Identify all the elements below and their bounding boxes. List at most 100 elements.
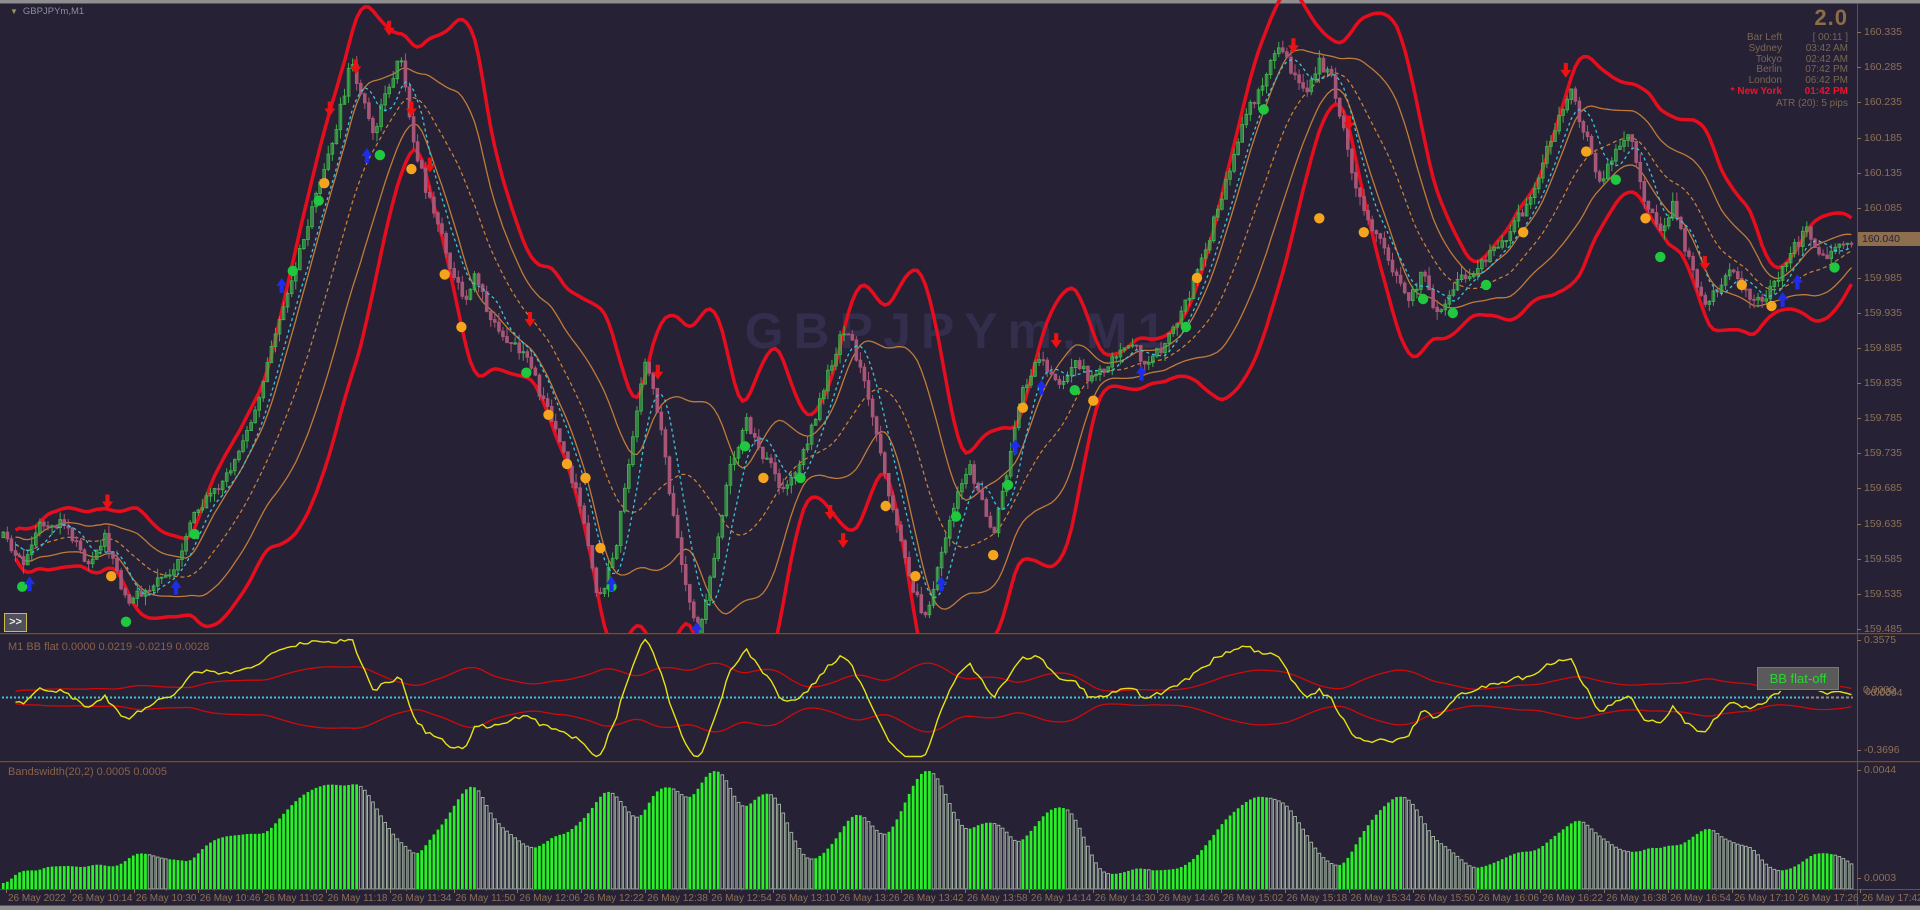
bandwidth-bar [209,842,212,889]
bandwidth-bar [452,805,456,889]
bandwidth-bar [50,866,54,889]
time-minor-tick [437,889,439,891]
bandwidth-bar [692,794,696,889]
bandwidth-bar [58,866,62,889]
bandwidth-bar [639,815,643,889]
bandwidth-bar [627,811,631,889]
symbol-selector[interactable]: ▼ GBPJPYm,M1 [10,6,84,17]
bandwidth-bar [6,881,9,889]
time-minor-tick [1444,889,1446,891]
candle-down [1630,134,1635,143]
candle-down [984,499,989,517]
bandwidth-bar [671,788,676,889]
time-axis-label: 26 May 15:02 [1222,893,1284,904]
bandwidth-bar [253,833,257,889]
time-major-tick [1604,889,1606,893]
time-axis-label: 26 May 13:26 [839,893,900,904]
price-tick-label: 159.635 [1864,517,1902,530]
bandwidth-canvas[interactable] [0,763,1857,889]
time-axis-label: 26 May 12:38 [647,893,708,904]
separator-main-bbflat[interactable] [0,633,1920,634]
bandwidth-bar [343,785,346,889]
bandwidth-bar [22,870,25,889]
bandwidth-bar [1585,824,1590,889]
candle-up [229,470,233,474]
candle-up [935,567,940,590]
candle-down [1301,82,1305,89]
bandwidth-bar [1708,829,1711,889]
bandwidth-bar [534,847,537,889]
separator-bbflat-bandwidth[interactable] [0,761,1920,762]
time-axis-label: 26 May 13:58 [967,893,1028,904]
time-minor-tick [357,889,359,891]
session-time: 07:42 PM [1805,64,1848,76]
candle-up [1130,344,1135,347]
main-chart-canvas[interactable] [0,0,1857,633]
candle-down [1102,368,1106,372]
bandwidth-bar [1533,850,1536,889]
session-time: 06:42 PM [1805,75,1848,87]
bandwidth-bar [99,864,103,889]
time-minor-tick [1812,889,1813,891]
bandwidth-bar [1849,863,1854,889]
candle-down [529,356,534,369]
bandwidth-bar [578,821,582,889]
bandwidth-bar [1589,828,1594,889]
candle-up [1553,130,1557,142]
sell-arrow-icon [405,101,417,117]
bandwidth-bar [42,868,46,889]
candle-up [1557,114,1561,132]
time-major-tick [453,889,455,893]
price-tick-label: 159.485 [1864,622,1902,635]
candle-up [602,587,607,594]
time-minor-tick [1108,889,1110,891]
bandwidth-bar [480,797,485,889]
candle-down [1159,348,1163,354]
bandwidth-bar [395,838,400,889]
price-tick-label: 159.685 [1864,482,1902,495]
bandwidth-bar [736,801,741,889]
collapse-panel-button[interactable]: >> [4,613,27,632]
bb-flat-canvas[interactable] [0,637,1857,761]
price-tick-label: 159.835 [1864,377,1902,390]
candle-down [988,515,993,528]
candle-up [1784,262,1789,267]
bbflat-zero-value: -0.0004 [1867,687,1903,699]
bandwidth-bar [1236,808,1240,889]
bandwidth-bar [846,820,850,889]
time-axis[interactable]: 26 May 2022 26 May 10:14 26 May 10:30 26 Ma… [0,889,1920,910]
candle-up [176,559,180,571]
time-axis-label: 26 May 11:34 [391,893,452,904]
bandwidth-bar [245,834,249,889]
candle-up [1325,68,1330,73]
bandwidth-bar [1480,866,1484,889]
candle-down [1577,100,1582,123]
bandwidth-bar [1772,868,1777,889]
candle-down [655,387,660,413]
price-axis[interactable]: 160.335 160.285 160.235 160.185 160.135 160.0… [1857,0,1920,910]
candle-down [1646,200,1651,210]
bandwidth-bar [809,858,814,889]
bandwidth-bar [358,785,363,889]
price-tick-label: 159.535 [1864,587,1902,600]
bandwidth-bar [1004,831,1009,889]
candle-down [1041,359,1046,362]
candle-up [1496,246,1500,249]
bandwidth-bar [1383,806,1386,889]
bandwidth-bar [1155,870,1159,889]
candle-down [1374,230,1379,235]
candle-up [265,362,270,383]
time-major-tick [1028,889,1030,893]
candle-up [1419,271,1423,290]
candle-up [1179,310,1184,325]
candle-up [1167,332,1171,344]
bandwidth-bar [538,845,541,889]
price-tick-label-tick [1857,593,1861,595]
candle-down [659,411,664,431]
time-major-tick [1284,889,1286,893]
candle-up [1727,269,1732,277]
candle-down [1642,181,1647,202]
time-axis-label: 26 May 13:42 [903,893,964,904]
bandwidth-bar [826,848,830,889]
